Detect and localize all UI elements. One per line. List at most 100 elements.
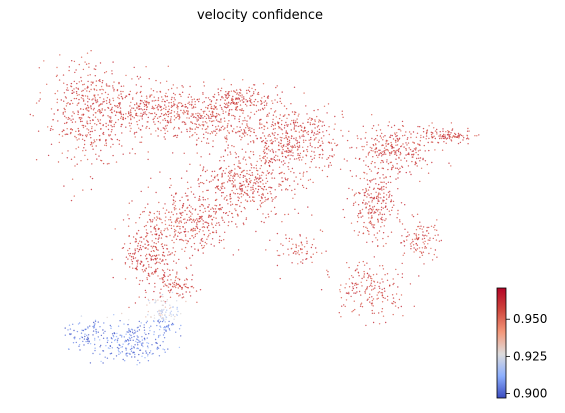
scatter-point bbox=[265, 188, 267, 191]
scatter-point bbox=[227, 106, 229, 108]
scatter-point bbox=[134, 136, 136, 138]
scatter-point bbox=[266, 147, 269, 149]
scatter-point bbox=[396, 149, 398, 152]
scatter-point bbox=[396, 132, 398, 134]
scatter-point bbox=[405, 236, 408, 238]
scatter-point bbox=[286, 179, 288, 181]
scatter-point bbox=[94, 339, 96, 341]
scatter-point bbox=[80, 160, 82, 162]
scatter-point bbox=[340, 297, 343, 299]
scatter-point bbox=[448, 131, 450, 133]
scatter-point bbox=[366, 272, 369, 275]
scatter-point bbox=[184, 279, 186, 281]
scatter-point bbox=[405, 147, 407, 150]
scatter-point bbox=[364, 292, 366, 294]
scatter-point bbox=[364, 191, 366, 194]
scatter-point bbox=[140, 248, 143, 251]
scatter-point bbox=[106, 341, 109, 344]
scatter-point bbox=[148, 327, 151, 329]
scatter-point bbox=[258, 194, 260, 197]
scatter-point bbox=[194, 132, 196, 134]
scatter-point bbox=[330, 164, 332, 166]
scatter-point bbox=[268, 216, 270, 218]
scatter-point bbox=[89, 74, 91, 76]
scatter-point bbox=[157, 347, 160, 350]
scatter-point bbox=[50, 125, 53, 128]
scatter-point bbox=[383, 199, 385, 202]
scatter-point bbox=[110, 337, 113, 339]
scatter-point bbox=[381, 301, 384, 303]
scatter-point bbox=[427, 172, 430, 174]
scatter-point bbox=[318, 131, 320, 134]
scatter-point bbox=[256, 208, 259, 211]
scatter-point bbox=[185, 195, 187, 197]
scatter-point bbox=[431, 136, 433, 139]
scatter-point bbox=[197, 126, 199, 129]
scatter-point bbox=[385, 218, 387, 220]
scatter-point bbox=[392, 138, 395, 140]
scatter-point bbox=[371, 285, 373, 287]
scatter-point bbox=[223, 182, 225, 184]
scatter-point bbox=[203, 234, 206, 236]
scatter-point bbox=[370, 275, 372, 278]
scatter-point bbox=[250, 111, 252, 114]
scatter-point bbox=[367, 229, 369, 232]
scatter-point bbox=[301, 135, 303, 137]
scatter-point bbox=[144, 243, 146, 245]
scatter-point bbox=[146, 106, 148, 109]
scatter-point bbox=[186, 113, 189, 115]
scatter-point bbox=[368, 211, 370, 213]
scatter-point bbox=[385, 205, 387, 207]
scatter-point bbox=[130, 259, 133, 261]
scatter-point bbox=[224, 127, 226, 129]
scatter-point bbox=[169, 307, 171, 310]
scatter-point bbox=[237, 131, 239, 133]
scatter-point bbox=[107, 107, 110, 109]
scatter-point bbox=[350, 275, 353, 277]
scatter-point bbox=[169, 296, 172, 298]
scatter-point bbox=[311, 214, 313, 216]
scatter-point bbox=[204, 221, 206, 223]
scatter-point bbox=[125, 340, 128, 342]
scatter-point bbox=[376, 196, 378, 198]
scatter-point bbox=[407, 165, 410, 167]
scatter-point bbox=[222, 110, 224, 112]
scatter-point bbox=[298, 144, 301, 147]
scatter-point bbox=[158, 328, 161, 331]
scatter-point bbox=[321, 148, 323, 151]
scatter-point bbox=[189, 130, 191, 133]
scatter-point bbox=[139, 325, 141, 327]
scatter-point bbox=[178, 279, 181, 281]
scatter-point bbox=[246, 172, 248, 175]
scatter-point bbox=[385, 139, 388, 142]
scatter-point bbox=[366, 287, 368, 289]
scatter-point bbox=[62, 129, 65, 131]
scatter-point bbox=[110, 325, 112, 328]
scatter-point bbox=[239, 174, 242, 176]
scatter-point bbox=[365, 190, 368, 192]
scatter-point bbox=[191, 221, 193, 223]
scatter-point bbox=[164, 351, 166, 353]
scatter-point bbox=[250, 179, 252, 182]
scatter-point bbox=[353, 202, 355, 205]
scatter-point bbox=[302, 156, 304, 158]
scatter-point bbox=[215, 210, 217, 213]
scatter-point bbox=[102, 124, 104, 127]
scatter-point bbox=[132, 236, 135, 238]
scatter-point bbox=[379, 135, 382, 137]
scatter-point bbox=[168, 219, 170, 221]
scatter-point bbox=[211, 238, 214, 240]
scatter-point bbox=[202, 92, 204, 94]
scatter-point bbox=[134, 131, 136, 134]
scatter-point bbox=[162, 281, 164, 284]
scatter-point bbox=[143, 264, 145, 266]
scatter-point bbox=[206, 243, 208, 245]
scatter-point bbox=[169, 120, 172, 122]
scatter-point bbox=[217, 188, 220, 190]
scatter-point bbox=[344, 287, 346, 289]
scatter-point bbox=[262, 132, 264, 134]
scatter-point bbox=[216, 198, 218, 201]
scatter-point bbox=[380, 137, 383, 139]
scatter-point bbox=[173, 104, 175, 107]
